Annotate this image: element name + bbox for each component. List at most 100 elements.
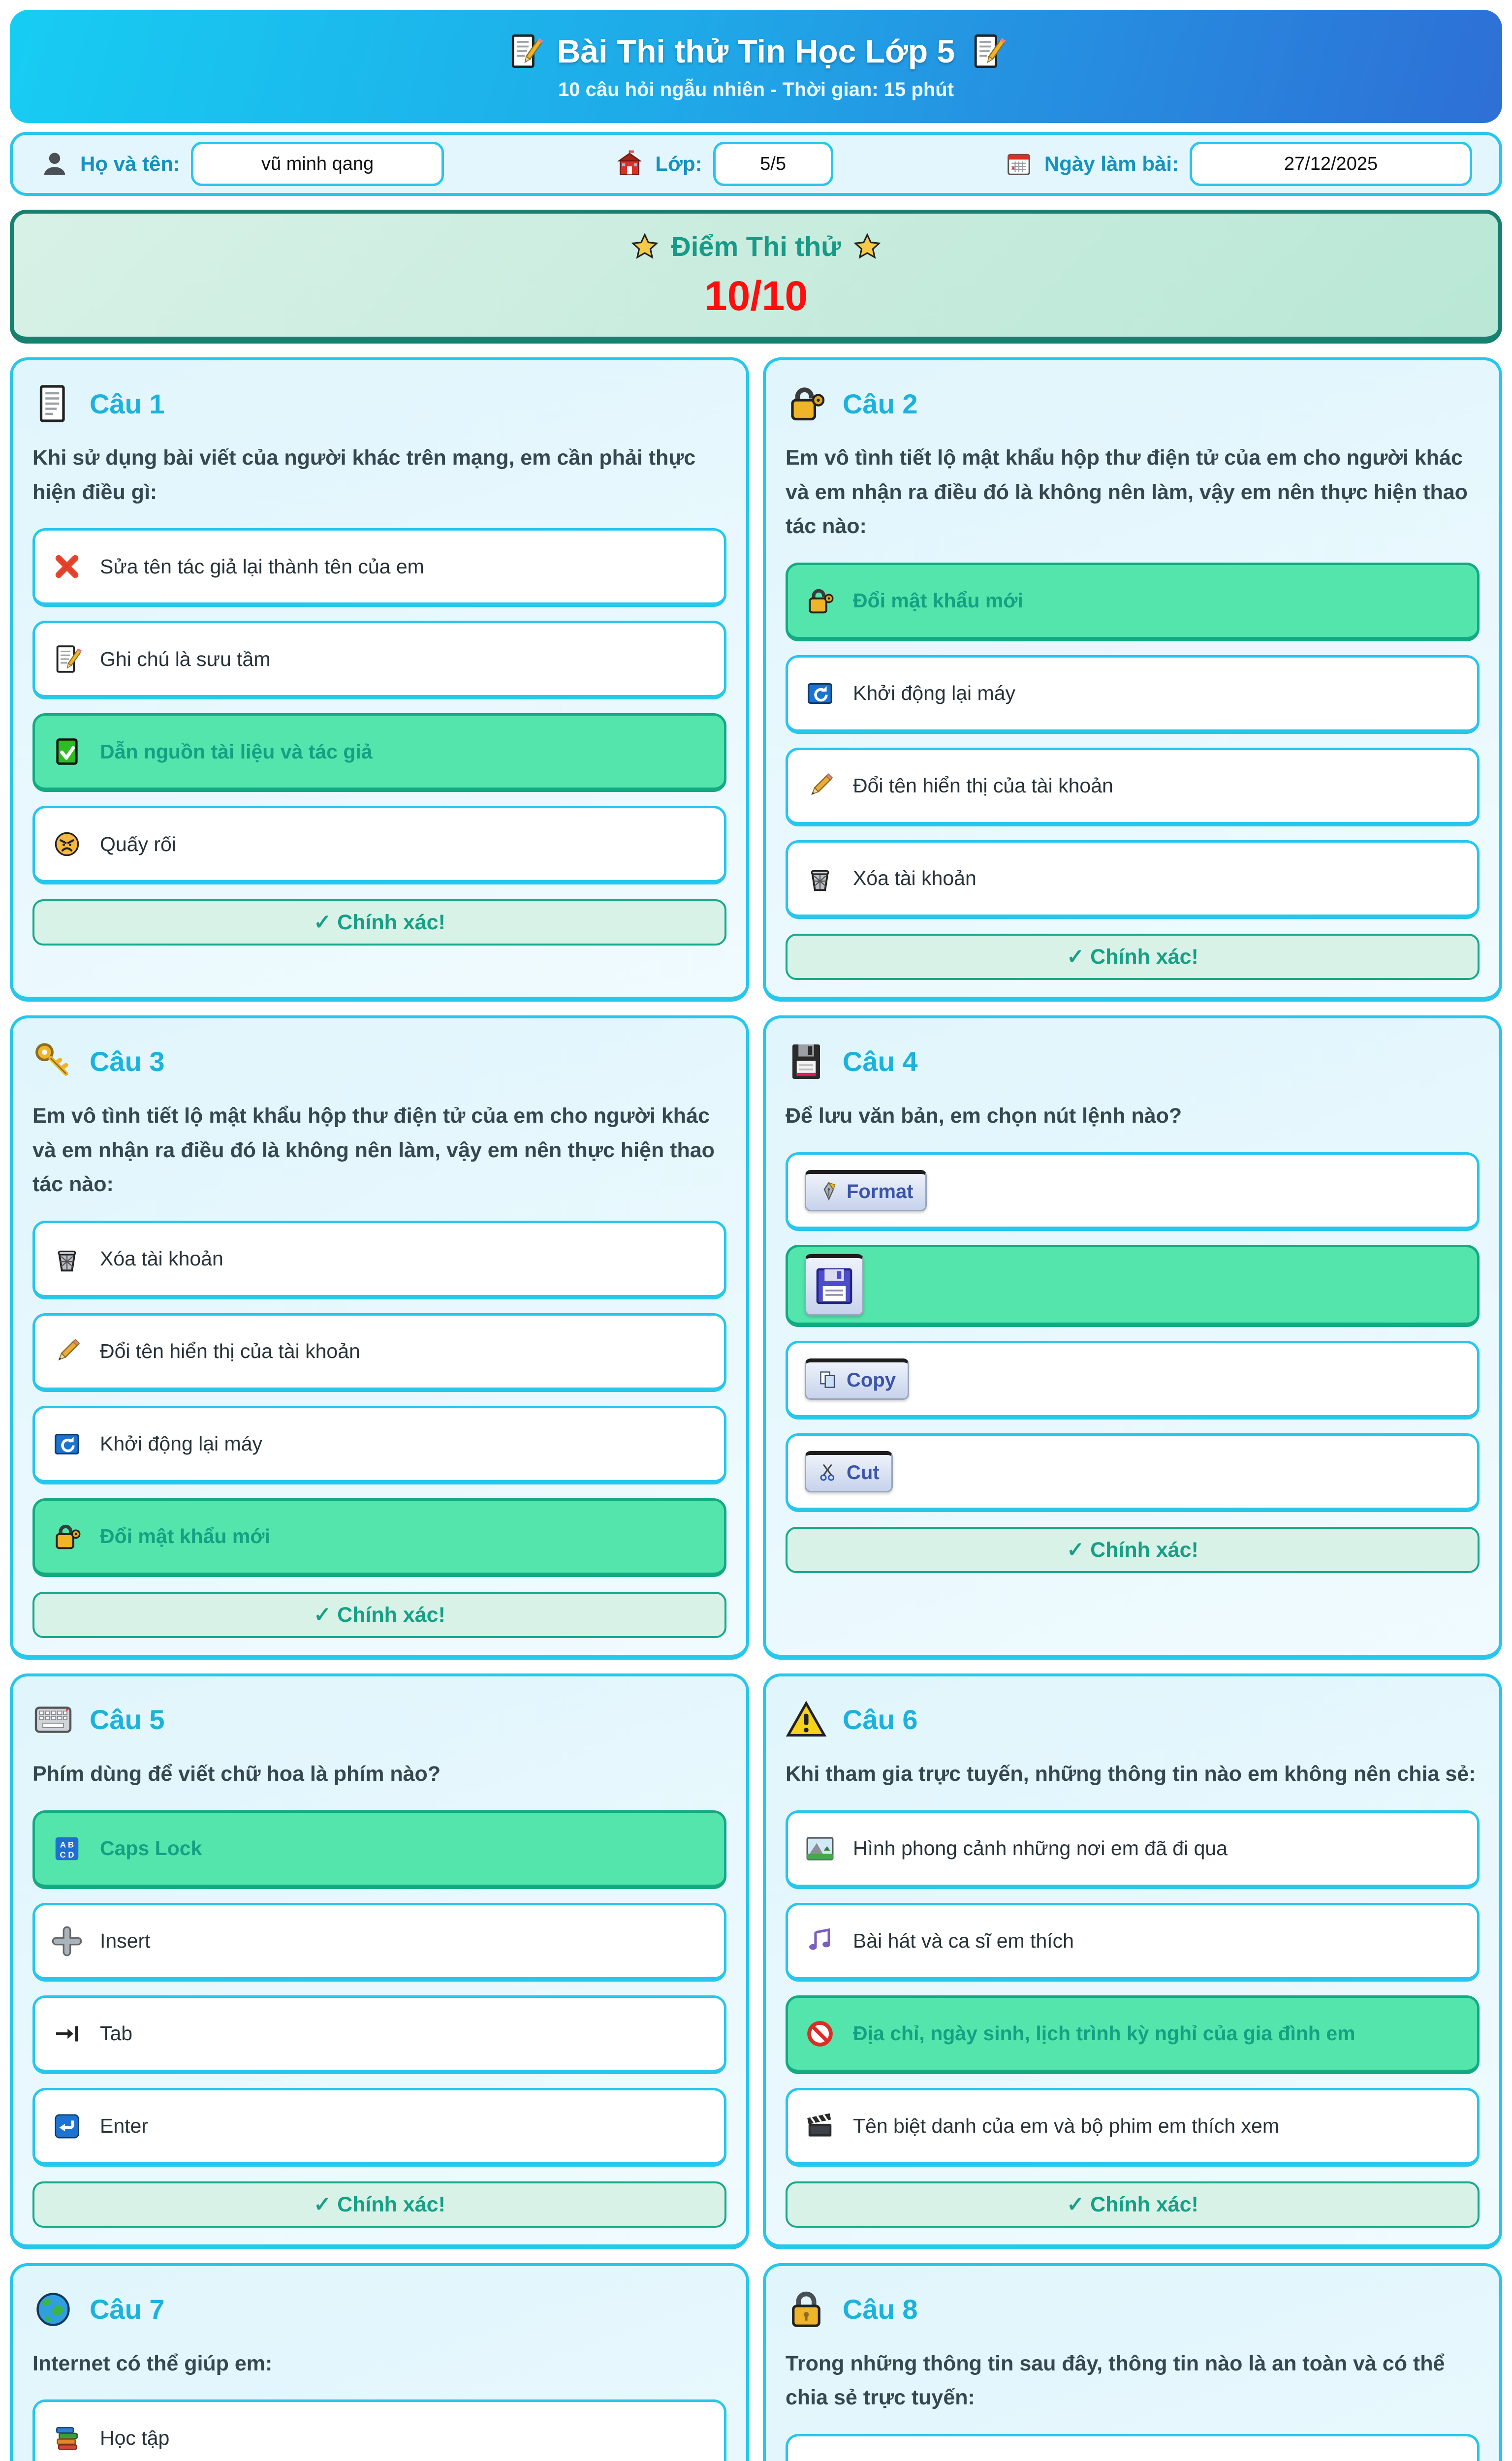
plus-icon bbox=[52, 1926, 82, 1956]
answer-option[interactable]: Địa chỉ, ngày sinh, lịch trình kỳ nghỉ c… bbox=[786, 1995, 1480, 2074]
answer-option[interactable]: Tên biệt danh của em và bộ phim em thích… bbox=[786, 2087, 1480, 2167]
person-icon bbox=[40, 149, 69, 179]
option-label: Khởi động lại máy bbox=[853, 682, 1016, 705]
name-input[interactable] bbox=[191, 142, 444, 186]
answer-option[interactable]: Cut bbox=[786, 1433, 1480, 1512]
save-button-image bbox=[805, 1254, 864, 1316]
school-icon bbox=[615, 149, 644, 179]
result-badge: ✓ Chính xác! bbox=[786, 2181, 1480, 2228]
option-label: Sửa tên tác giả lại thành tên của em bbox=[100, 555, 424, 578]
answer-option[interactable]: Đổi mật khẩu mới bbox=[786, 562, 1480, 641]
question-text: Để lưu văn bản, em chọn nút lệnh nào? bbox=[786, 1104, 1182, 1128]
answer-option[interactable]: Tab bbox=[32, 1995, 726, 2074]
page-icon bbox=[32, 383, 74, 424]
locked-with-key-icon bbox=[786, 383, 827, 424]
wastebasket-icon bbox=[805, 863, 835, 894]
music-notes-icon bbox=[805, 1926, 835, 1956]
memo-icon bbox=[52, 644, 82, 674]
birthday-cake-icon bbox=[805, 2457, 835, 2461]
answer-option[interactable]: Insert bbox=[32, 1902, 726, 1982]
pencil-icon bbox=[805, 771, 835, 801]
score-value: 10/10 bbox=[704, 273, 808, 319]
answer-option[interactable]: Khởi động lại máy bbox=[32, 1405, 726, 1484]
answer-option[interactable]: Dẫn nguồn tài liệu và tác giả bbox=[32, 713, 726, 792]
date-field-group: Ngày làm bài: bbox=[1004, 142, 1472, 186]
answer-option[interactable]: Quấy rối bbox=[32, 806, 726, 885]
option-label: Địa chỉ, ngày sinh, lịch trình kỳ nghỉ c… bbox=[853, 2022, 1355, 2045]
question-text: Em vô tình tiết lộ mật khẩu hộp thư điện… bbox=[786, 446, 1468, 538]
result-badge: ✓ Chính xác! bbox=[786, 1526, 1480, 1573]
question-header: Câu 8 bbox=[786, 2289, 1480, 2330]
cut-button-image: Cut bbox=[805, 1451, 893, 1492]
answer-option[interactable]: Format bbox=[786, 1152, 1480, 1231]
answer-option[interactable]: Đổi mật khẩu mới bbox=[32, 1498, 726, 1577]
option-label: Đổi mật khẩu mới bbox=[853, 589, 1023, 612]
warning-icon bbox=[786, 1699, 827, 1740]
answer-option[interactable]: Khởi động lại máy bbox=[786, 655, 1480, 734]
question-header: Câu 4 bbox=[786, 1041, 1480, 1082]
answer-option[interactable]: Xóa tài khoản bbox=[786, 840, 1480, 919]
option-label: Tab bbox=[100, 2022, 133, 2045]
format-button-image: Format bbox=[805, 1169, 927, 1211]
answer-option[interactable]: Học tập bbox=[32, 2399, 726, 2461]
prohibited-icon bbox=[805, 2019, 835, 2049]
answer-option[interactable] bbox=[786, 1244, 1480, 1327]
answer-option[interactable]: Xóa tài khoản bbox=[32, 1220, 726, 1299]
question-card: Câu 4 Để lưu văn bản, em chọn nút lệnh nà… bbox=[763, 1015, 1502, 1660]
globe-icon bbox=[32, 2289, 74, 2330]
option-label: Bài hát và ca sĩ em thích bbox=[853, 1929, 1074, 1953]
answer-option[interactable]: Enter bbox=[32, 2087, 726, 2167]
result-badge: ✓ Chính xác! bbox=[32, 2181, 726, 2228]
student-info-bar: Họ và tên: Lớp: Ngày làm bài: bbox=[10, 132, 1502, 196]
answer-option[interactable]: Đổi tên hiển thị của tài khoản bbox=[32, 1313, 726, 1392]
option-label: Ghi chú là sưu tầm bbox=[100, 647, 271, 670]
question-text: Em vô tình tiết lộ mật khẩu hộp thư điện… bbox=[32, 1104, 715, 1197]
question-card: Câu 1 Khi sử dụng bài viết của người khác… bbox=[10, 357, 749, 1002]
floppy-disk-icon bbox=[786, 1041, 827, 1082]
date-input[interactable] bbox=[1190, 142, 1472, 186]
answer-option[interactable]: Bài hát và ca sĩ em thích bbox=[786, 1902, 1480, 1982]
answer-option[interactable]: Đổi tên hiển thị của tài khoản bbox=[786, 747, 1480, 826]
option-label: Xóa tài khoản bbox=[853, 867, 976, 890]
question-text: Internet có thể giúp em: bbox=[32, 2351, 273, 2375]
option-label: Đổi tên hiển thị của tài khoản bbox=[853, 774, 1113, 797]
locked-with-key-icon bbox=[805, 586, 835, 616]
clapperboard-icon bbox=[805, 2111, 835, 2142]
question-text: Khi tham gia trực tuyến, những thông tin… bbox=[786, 1762, 1476, 1786]
class-field-group: Lớp: bbox=[615, 142, 833, 186]
answer-option[interactable]: Ghi chú là sưu tầm bbox=[32, 621, 726, 700]
key-icon bbox=[32, 1041, 74, 1082]
question-header: Câu 6 bbox=[786, 1699, 1480, 1740]
answer-option[interactable]: Sửa tên tác giả lại thành tên của em bbox=[32, 528, 726, 607]
keyboard-icon bbox=[32, 1699, 74, 1740]
question-card: Câu 8 Trong những thông tin sau đây, thôn… bbox=[763, 2263, 1502, 2461]
answer-option[interactable]: Hình phong cảnh những nơi em đã đi qua bbox=[786, 1810, 1480, 1889]
option-label: Đổi mật khẩu mới bbox=[100, 1525, 270, 1548]
score-title-row: Điểm Thi thử bbox=[630, 230, 881, 262]
date-label: Ngày làm bài: bbox=[1044, 152, 1179, 175]
question-header: Câu 2 bbox=[786, 383, 1480, 424]
question-card: Câu 6 Khi tham gia trực tuyến, những thôn… bbox=[763, 1673, 1502, 2249]
result-badge: ✓ Chính xác! bbox=[32, 1591, 726, 1638]
question-number: Câu 2 bbox=[843, 388, 918, 419]
question-header: Câu 1 bbox=[32, 383, 726, 424]
angry-face-icon bbox=[52, 829, 82, 859]
locked-with-key-icon bbox=[52, 1521, 82, 1552]
question-number: Câu 1 bbox=[90, 388, 165, 419]
answer-option[interactable]: Ngày sinh bbox=[786, 2433, 1480, 2461]
check-mark-icon bbox=[52, 736, 82, 767]
question-number: Câu 7 bbox=[90, 2294, 165, 2325]
question-header: Câu 3 bbox=[32, 1041, 726, 1082]
refresh-icon bbox=[52, 1429, 82, 1459]
calendar-icon bbox=[1004, 149, 1034, 179]
page-title: Bài Thi thử Tin Học Lớp 5 bbox=[557, 32, 955, 69]
question-number: Câu 6 bbox=[843, 1704, 918, 1735]
copy-button-image: Copy bbox=[805, 1358, 909, 1400]
question-text: Phím dùng để viết chữ hoa là phím nào? bbox=[32, 1762, 441, 1786]
class-input[interactable] bbox=[713, 142, 833, 186]
option-label: Caps Lock bbox=[100, 1837, 202, 1860]
answer-option[interactable]: Copy bbox=[786, 1340, 1480, 1420]
